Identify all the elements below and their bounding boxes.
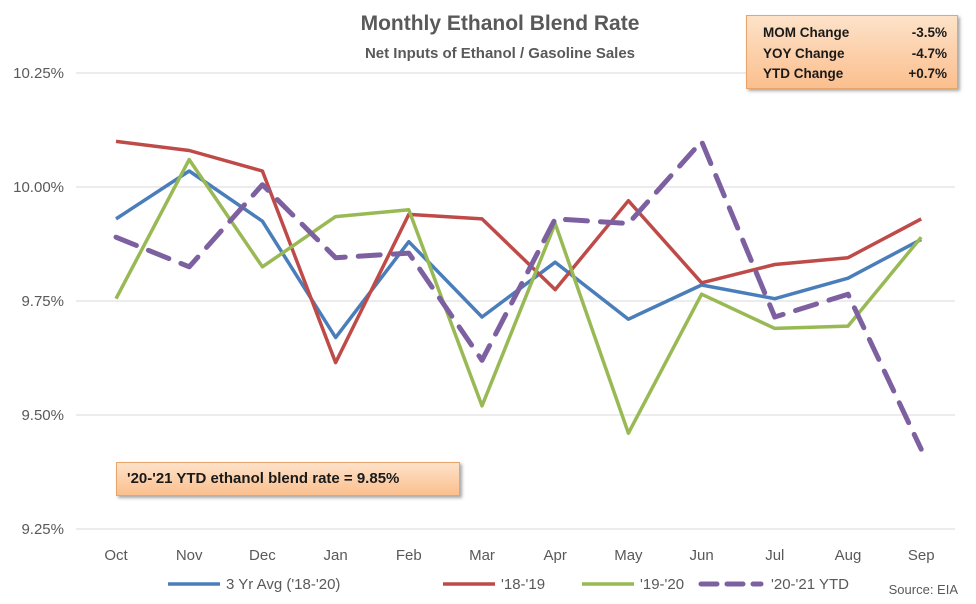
stat-value: -4.7% [911,45,947,61]
chart-title: Monthly Ethanol Blend Rate [361,12,640,35]
x-tick-label: Jan [324,547,348,564]
x-tick-label: Aug [835,547,862,564]
x-tick-label: Oct [104,547,128,564]
change-stats-box: MOM Change -3.5% YOY Change -4.7% YTD Ch… [746,15,958,89]
x-tick-label: Jun [690,547,714,564]
series-lines [113,138,924,452]
y-tick-label: 10.25% [13,65,64,82]
stat-row-ytd: YTD Change +0.7% [763,64,947,85]
x-tick-label: Nov [176,547,203,564]
source-label: Source: EIA [889,582,959,597]
series-line [114,157,923,435]
x-tick-label: Apr [544,547,567,564]
y-tick-label: 9.25% [21,521,64,538]
stat-value: -3.5% [911,25,947,40]
y-tick-label: 10.00% [13,179,64,196]
legend-label: '19-'20 [640,576,684,593]
series-line [115,139,923,365]
x-tick-label: Sep [908,547,935,564]
x-tick-label: Jul [765,547,784,564]
x-tick-label: Mar [469,547,495,564]
x-tick-label: Feb [396,547,422,564]
stat-label: YOY Change [763,45,845,61]
y-tick-label: 9.50% [21,407,64,424]
series-line [113,138,924,452]
stat-label: YTD Change [763,66,844,81]
legend: 3 Yr Avg ('18-'20) '18-'19 '19-'20 '20-'21 … [168,576,849,593]
legend-label: 3 Yr Avg ('18-'20) [226,576,340,593]
x-axis-labels: Oct Nov Dec Jan Feb Mar Apr May Jun Jul Aug Sep [104,547,934,564]
chart-subtitle: Net Inputs of Ethanol / Gasoline Sales [365,45,635,62]
y-axis-labels: 9.25% 9.50% 9.75% 10.00% 10.25% [13,65,64,538]
x-tick-label: Dec [249,547,276,564]
legend-label: '20-'21 YTD [771,576,849,593]
legend-label: '18-'19 [501,576,545,593]
x-tick-label: May [614,547,643,564]
ytd-note-box: '20-'21 YTD ethanol blend rate = 9.85% [116,462,460,496]
stat-row-yoy: YOY Change -4.7% [763,44,947,65]
stat-value: +0.7% [908,66,947,81]
stat-row-mom: MOM Change -3.5% [763,23,947,44]
stat-label: MOM Change [763,25,850,40]
y-tick-label: 9.75% [21,293,64,310]
ytd-note-text: '20-'21 YTD ethanol blend rate = 9.85% [127,470,400,487]
